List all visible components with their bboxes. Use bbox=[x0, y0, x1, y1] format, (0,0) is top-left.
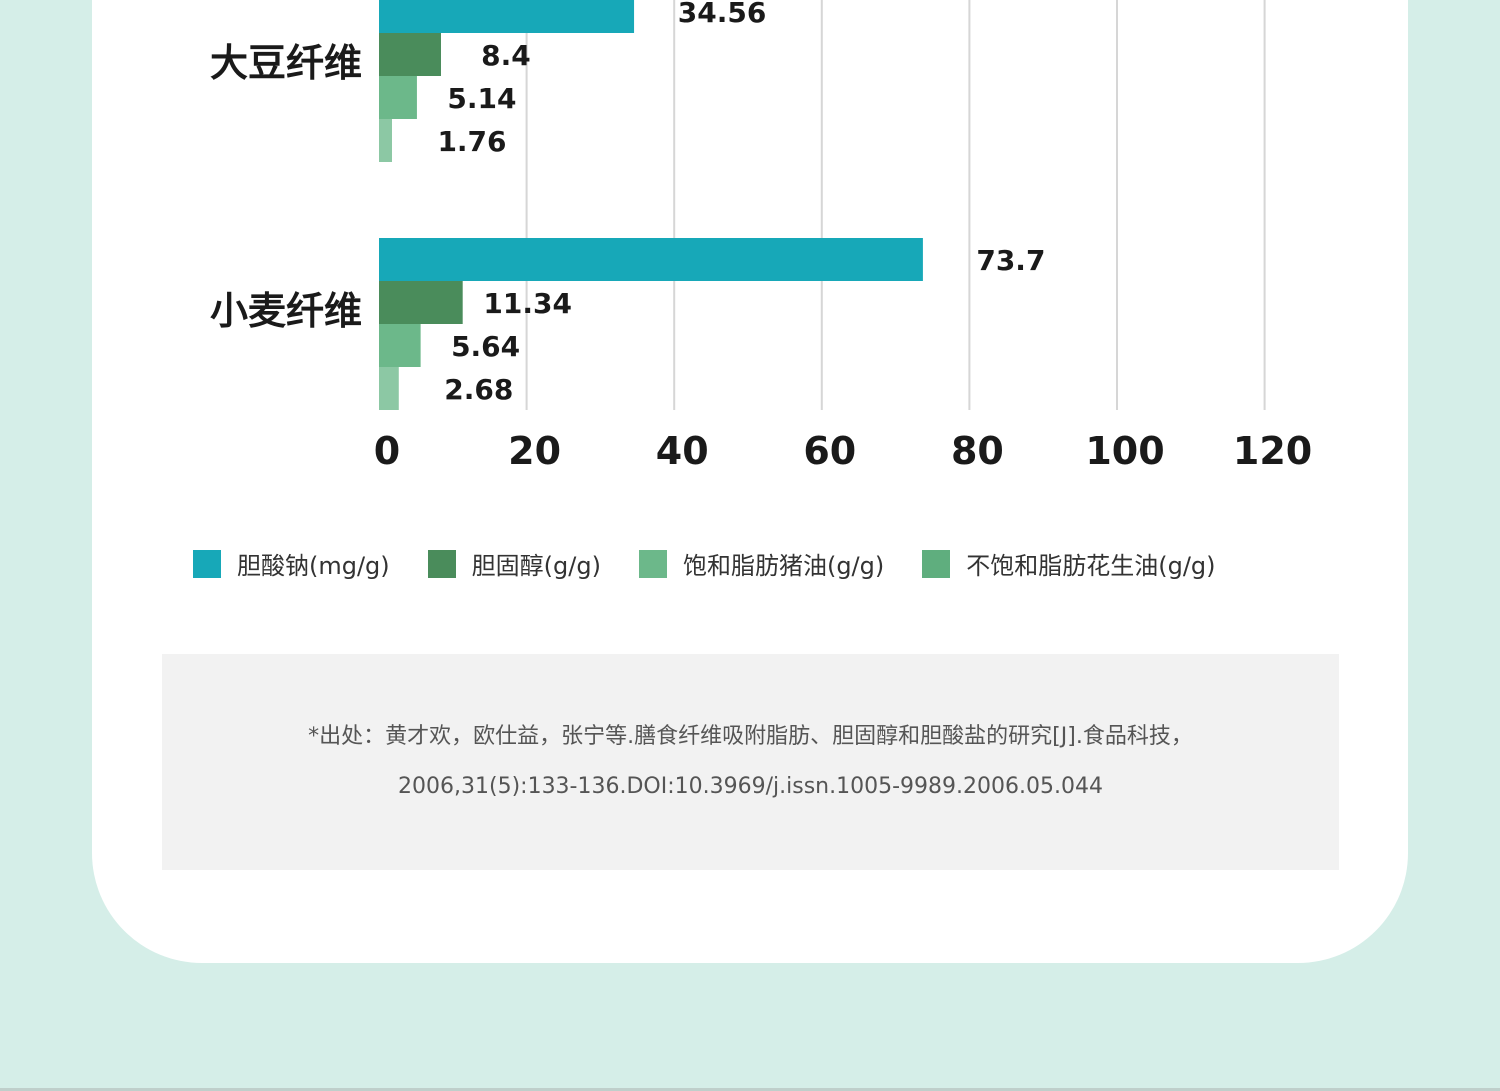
legend-label: 胆酸钠(mg/g) bbox=[237, 552, 390, 580]
category-label: 小麦纤维 bbox=[210, 289, 362, 333]
x-tick-20: 20 bbox=[508, 429, 561, 473]
legend-item-lard: 饱和脂肪猪油(g/g) bbox=[638, 546, 885, 581]
bar bbox=[379, 119, 392, 162]
value-label: 2.68 bbox=[444, 373, 513, 406]
legend-item-sodium-cholate: 胆酸钠(mg/g) bbox=[193, 546, 390, 581]
bar bbox=[379, 281, 463, 324]
legend-item-peanut-oil: 不饱和脂肪花生油(g/g) bbox=[922, 546, 1216, 581]
value-label: 5.14 bbox=[447, 82, 516, 115]
value-label: 73.7 bbox=[976, 244, 1045, 277]
legend-label: 饱和脂肪猪油(g/g) bbox=[682, 552, 885, 580]
bar bbox=[379, 324, 421, 367]
chart-legend: 胆酸钠(mg/g) 胆固醇(g/g) 饱和脂肪猪油(g/g) 不饱和脂肪花生油(… bbox=[193, 546, 1216, 581]
value-label: 34.56 bbox=[678, 0, 767, 29]
legend-swatch bbox=[427, 549, 456, 578]
bar bbox=[379, 367, 399, 410]
x-tick-60: 60 bbox=[803, 429, 856, 473]
value-label: 1.76 bbox=[437, 125, 506, 158]
bar bbox=[379, 238, 923, 281]
legend-label: 不饱和脂肪花生油(g/g) bbox=[966, 552, 1216, 580]
citation-box: *出处：黄才欢，欧仕益，张宁等.膳食纤维吸附脂肪、胆固醇和胆酸盐的研究[J].食… bbox=[162, 654, 1339, 870]
bar bbox=[379, 0, 635, 33]
bar bbox=[379, 33, 441, 76]
citation-line-2: 2006,31(5):133-136.DOI:10.3969/j.issn.10… bbox=[398, 774, 1103, 799]
x-tick-120: 120 bbox=[1233, 429, 1312, 473]
bar-chart: 0 20 40 60 80 100 120 大豆纤维 34.56 8.4 5.14 1.76 小麦纤维 7… bbox=[210, 0, 1312, 473]
x-tick-0: 0 bbox=[374, 429, 400, 473]
legend-swatch bbox=[193, 549, 221, 578]
legend-item-cholesterol: 胆固醇(g/g) bbox=[427, 546, 601, 581]
legend-label: 胆固醇(g/g) bbox=[471, 552, 601, 580]
x-tick-100: 100 bbox=[1085, 429, 1164, 473]
legend-swatch bbox=[638, 549, 667, 578]
bottom-divider bbox=[0, 1088, 1500, 1091]
category-label: 大豆纤维 bbox=[210, 41, 362, 85]
x-tick-80: 80 bbox=[951, 429, 1004, 473]
bar bbox=[379, 76, 417, 119]
value-label: 11.34 bbox=[483, 287, 572, 320]
citation-line-1: *出处：黄才欢，欧仕益，张宁等.膳食纤维吸附脂肪、胆固醇和胆酸盐的研究[J].食… bbox=[308, 724, 1193, 749]
value-label: 5.64 bbox=[451, 330, 520, 363]
legend-swatch bbox=[922, 549, 951, 578]
value-label: 8.4 bbox=[481, 39, 531, 72]
x-tick-40: 40 bbox=[656, 429, 709, 473]
